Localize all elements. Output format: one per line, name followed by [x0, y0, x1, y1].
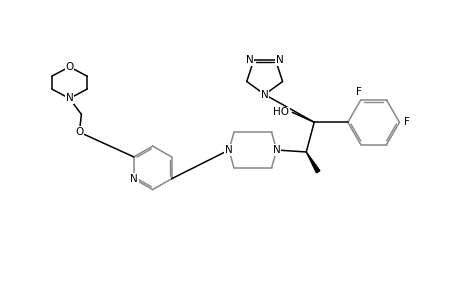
Text: N: N: [66, 94, 73, 103]
Text: F: F: [403, 117, 409, 127]
Text: O: O: [65, 62, 73, 72]
Text: N: N: [272, 145, 280, 155]
Text: HO: HO: [273, 107, 289, 117]
Text: N: N: [224, 145, 232, 155]
Text: N: N: [260, 89, 268, 100]
Text: N: N: [245, 56, 253, 65]
Text: N: N: [275, 56, 283, 65]
Polygon shape: [306, 152, 319, 173]
Text: O: O: [75, 127, 84, 137]
Text: N: N: [130, 174, 137, 184]
Text: F: F: [355, 87, 361, 97]
